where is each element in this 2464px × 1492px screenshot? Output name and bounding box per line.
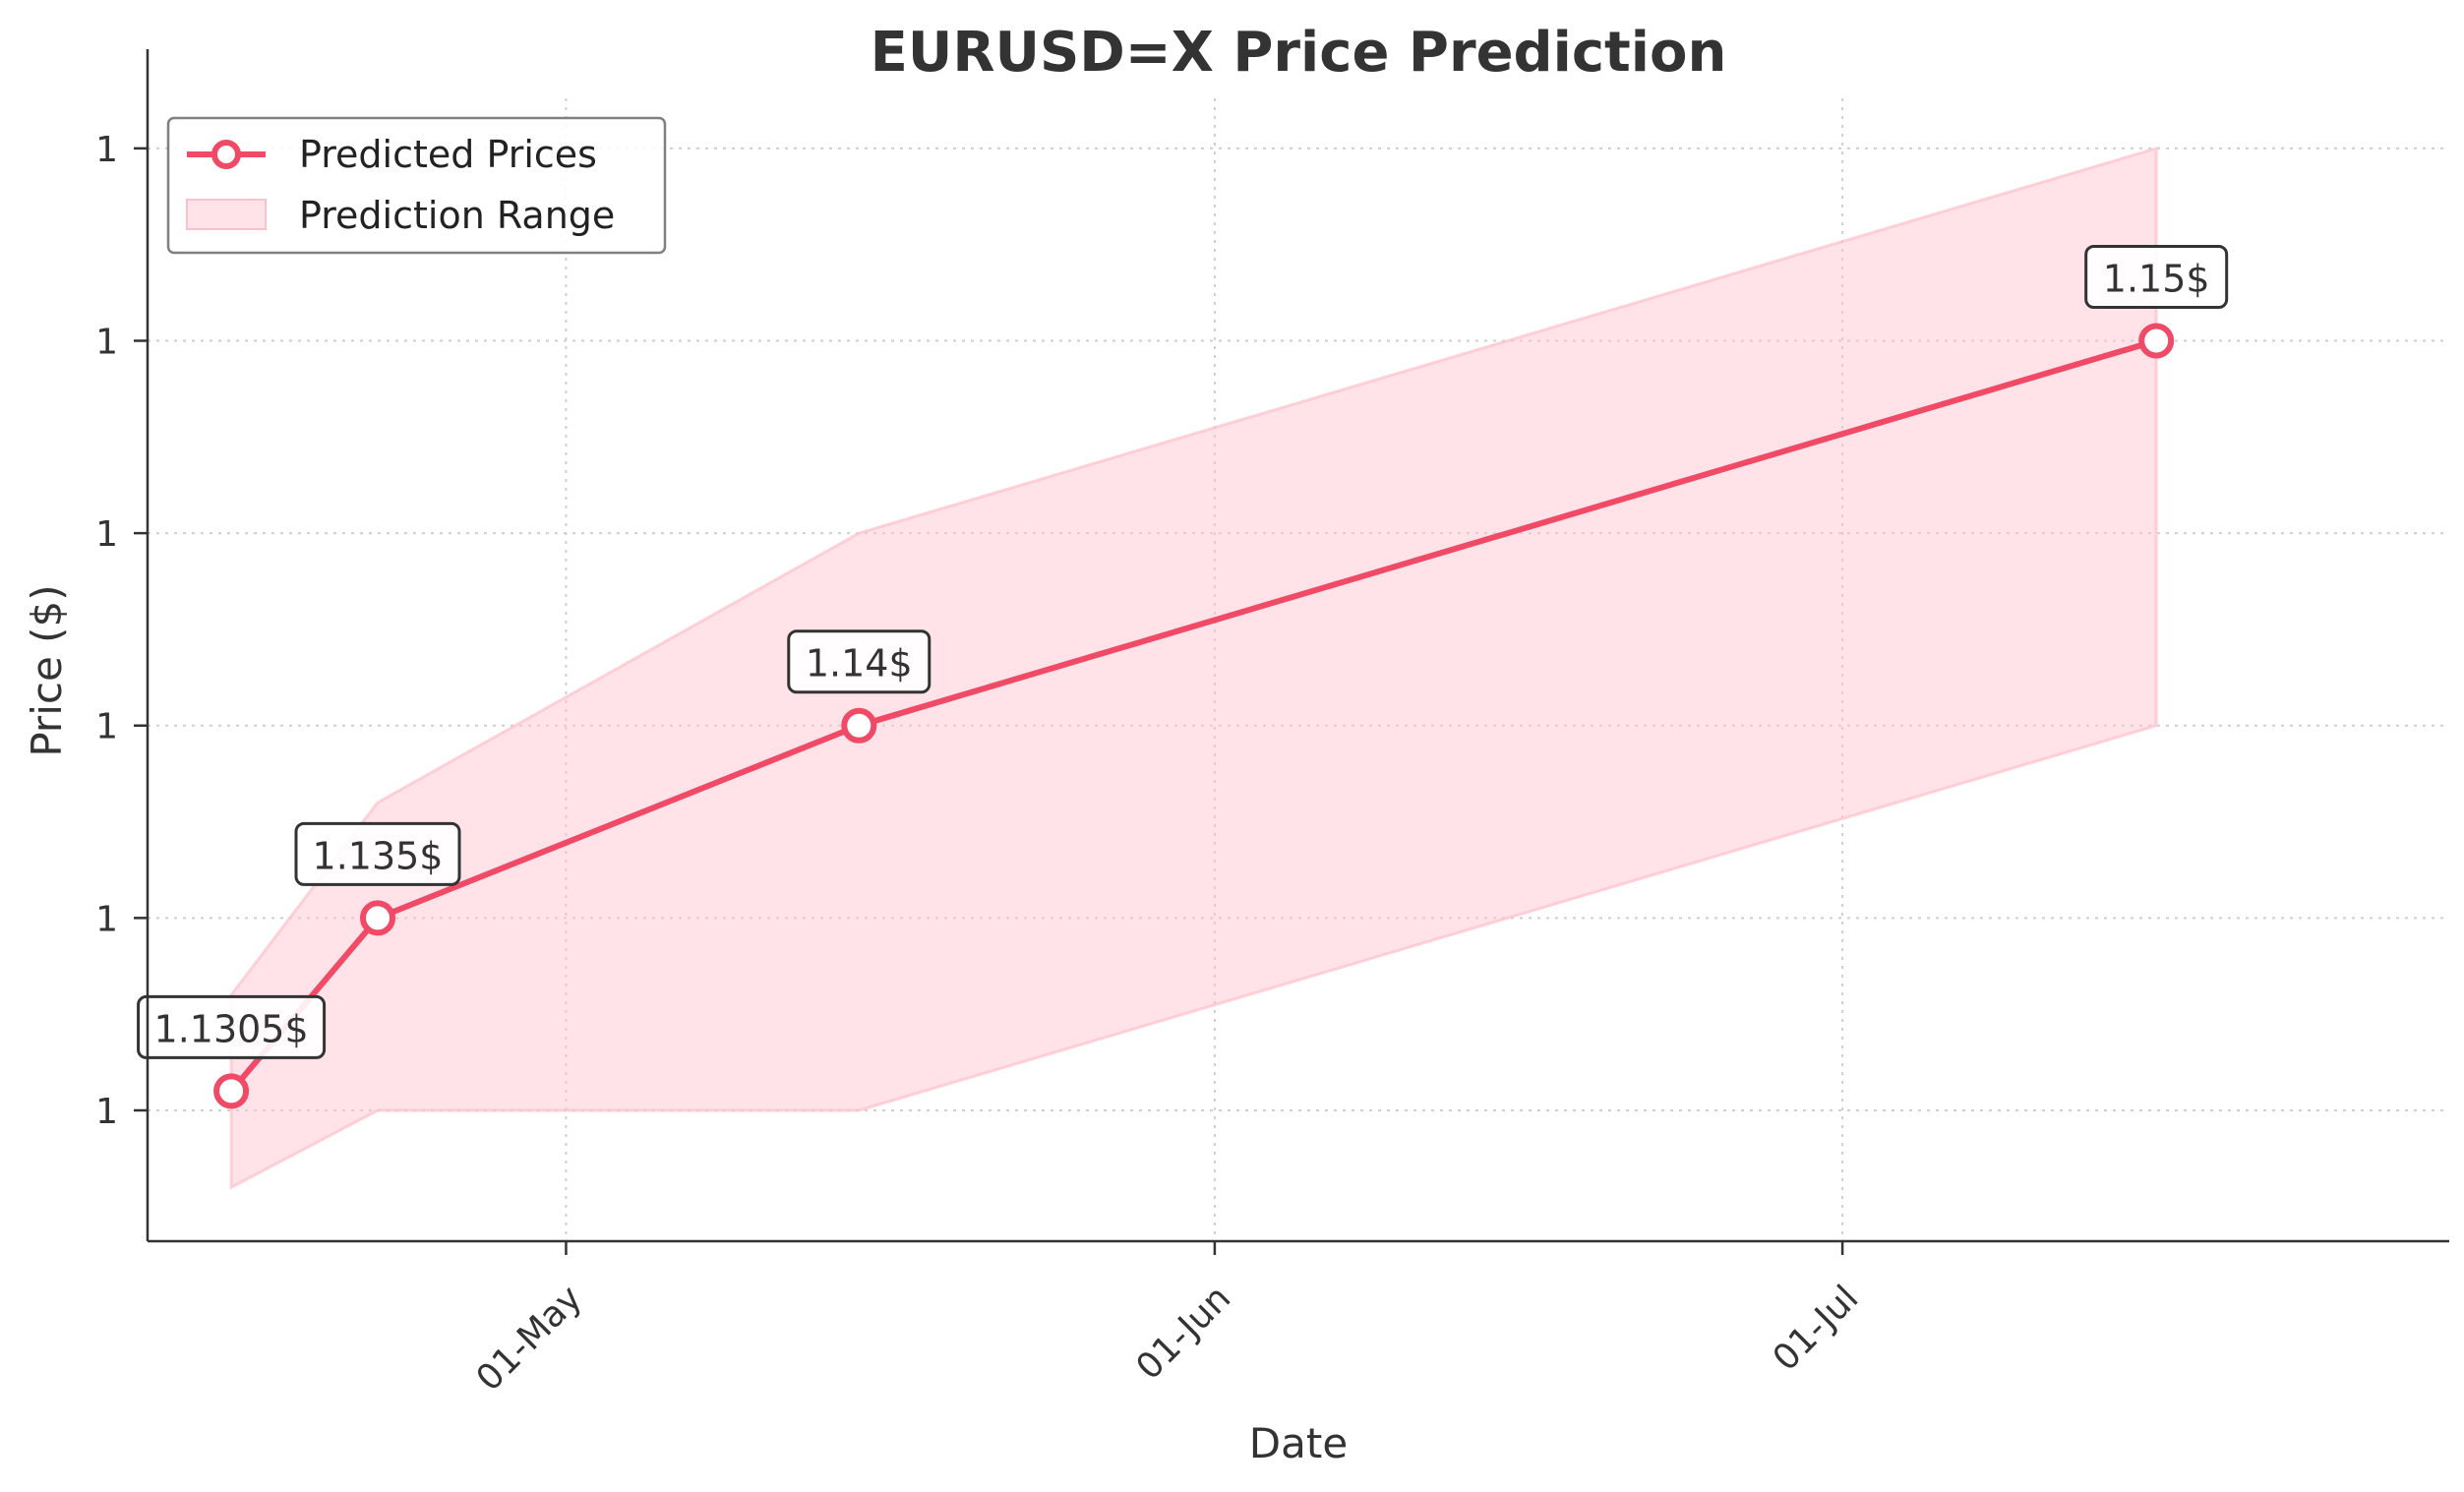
annotation-label-3: 1.15$ bbox=[2103, 257, 2210, 300]
annotation-2: 1.14$ bbox=[787, 629, 932, 694]
prediction-range-area bbox=[229, 146, 2158, 1190]
axes bbox=[146, 49, 2449, 1243]
y-tick-label-4: 1 bbox=[95, 322, 118, 362]
y-tick-label-3: 1 bbox=[95, 514, 118, 555]
annotation-box-1 bbox=[294, 821, 461, 886]
data-point-2 bbox=[841, 707, 877, 744]
annotation-label-2: 1.14$ bbox=[806, 642, 913, 686]
annotation-3: 1.15$ bbox=[2084, 244, 2229, 309]
x-axis-label: Date bbox=[1249, 1419, 1348, 1467]
annotation-box-0 bbox=[137, 994, 327, 1059]
data-point-3 bbox=[2138, 323, 2175, 359]
data-point-1 bbox=[360, 900, 395, 936]
annotation-1: 1.135$ bbox=[294, 821, 461, 886]
legend-marker-swatch bbox=[211, 140, 241, 169]
annotation-box-3 bbox=[2084, 244, 2229, 309]
annotation-label-0: 1.1305$ bbox=[154, 1007, 309, 1050]
annotation-0: 1.1305$ bbox=[137, 994, 327, 1059]
x-tick-label-0: 01-May bbox=[469, 1278, 590, 1399]
data-annotations: 1.1305$ 1.135$ 1.14$ 1.15$ bbox=[137, 244, 2229, 1059]
legend-range-swatch bbox=[186, 199, 267, 230]
y-tick-label-5: 1 bbox=[95, 130, 118, 170]
y-tick-label-1: 1 bbox=[95, 899, 118, 939]
y-axis-ticks: 1 1 1 1 1 1 bbox=[95, 130, 148, 1132]
annotation-box-2 bbox=[787, 629, 932, 694]
x-tick-label-1: 01-Jun bbox=[1129, 1278, 1239, 1388]
legend-frame bbox=[166, 116, 667, 255]
legend-label-predicted-prices: Predicted Prices bbox=[299, 133, 597, 176]
y-axis-label: Price ($) bbox=[23, 584, 71, 756]
legend: Predicted Prices Prediction Range bbox=[166, 116, 667, 255]
chart-title: EURUSD=X Price Prediction bbox=[871, 21, 1727, 85]
prediction-range-band bbox=[229, 146, 2158, 1190]
y-tick-label-2: 1 bbox=[95, 707, 118, 747]
legend-label-prediction-range: Prediction Range bbox=[299, 194, 615, 237]
annotation-label-1: 1.135$ bbox=[313, 834, 444, 877]
data-point-0 bbox=[213, 1073, 250, 1109]
x-tick-label-2: 01-Jul bbox=[1766, 1278, 1867, 1379]
y-tick-label-0: 1 bbox=[95, 1092, 118, 1132]
x-axis-ticks: 01-May 01-Jun 01-Jul bbox=[469, 1241, 1867, 1400]
